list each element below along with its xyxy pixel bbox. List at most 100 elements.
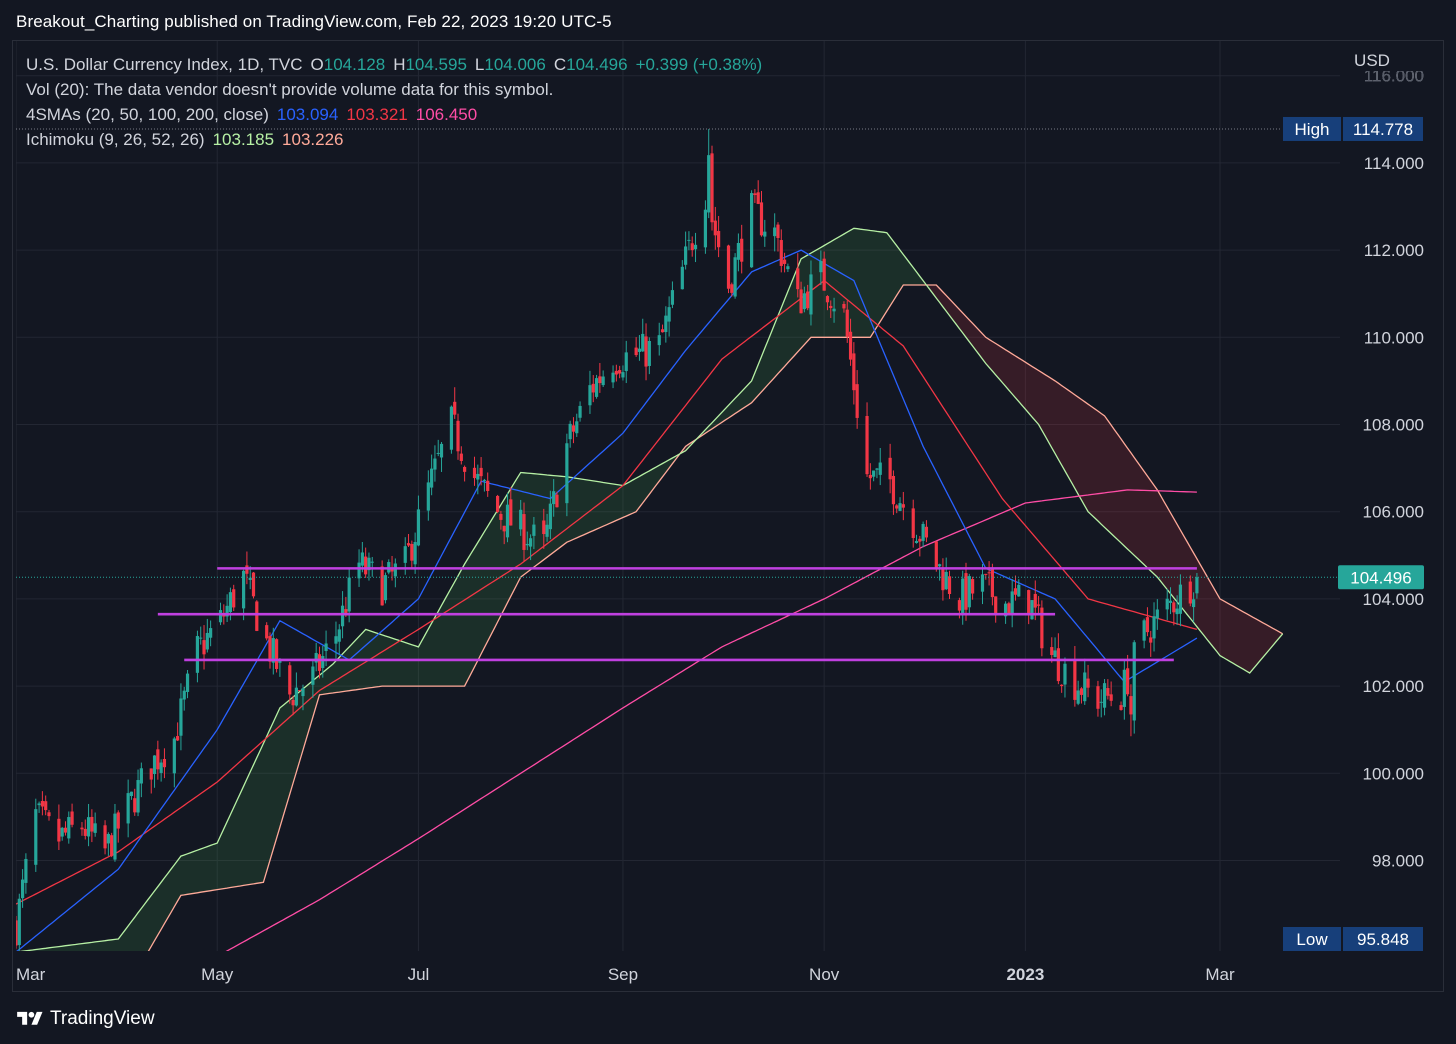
low-price-badge: Low 95.848 [1283,927,1423,951]
candle [496,494,500,514]
candle-body [542,520,546,535]
tradingview-footer[interactable]: TradingView [16,1008,155,1030]
candle-body [667,307,671,322]
candle-body [967,576,971,608]
candle [947,570,952,599]
sma-label: 4SMAs (20, 50, 100, 200, close) [26,105,269,124]
candle-body [1122,669,1126,707]
candle-body [865,416,869,475]
candle-body [17,898,21,946]
candle-body [199,637,203,639]
candle [232,584,236,612]
footer-brand: TradingView [50,1008,155,1029]
candle-body [505,504,510,538]
candle [842,301,846,313]
x-tick-label: Nov [809,965,840,984]
candle [47,809,51,821]
candle-body [1096,686,1100,709]
candle-body [898,503,902,511]
candle [532,516,536,550]
candle [1079,687,1084,704]
candle-body [149,768,153,780]
candle-body [1083,672,1087,702]
candle-body [710,153,714,223]
candle-body [271,638,275,663]
candle [1050,637,1054,663]
candle-body [225,605,229,617]
candle-body [806,291,810,309]
candle-body [779,240,783,266]
candle-body [637,348,642,352]
candle [314,642,318,672]
candle [994,596,998,623]
candle [1195,572,1199,599]
sma200-value: 106.450 [415,105,478,124]
candle-body [294,687,298,706]
candle [1175,595,1179,625]
candle [1172,600,1176,626]
candle [552,479,556,517]
candle [116,810,120,843]
candle [868,463,872,490]
candle-body [37,803,41,806]
candle [110,832,114,858]
candle [614,364,618,382]
x-tick-label: May [201,965,234,984]
candle [736,233,740,272]
candle [555,491,559,508]
candle [205,618,209,653]
y-tick-label: 100.000 [1363,764,1424,783]
candle [647,337,651,375]
candle-body [182,690,186,700]
candle [172,736,176,788]
legend-sma-row[interactable]: 4SMAs (20, 50, 100, 200, close) 103.094 10… [26,102,762,127]
last-price-bg [1338,565,1424,590]
legend-ichimoku-row[interactable]: Ichimoku (9, 26, 52, 26) 103.185 103.226 [26,127,762,152]
candle-body [40,800,44,807]
candle [726,244,731,294]
candle-body [1063,663,1067,685]
candle-body [644,336,648,367]
candle-body [670,290,675,305]
low-badge-label-bg [1283,927,1341,951]
candle [1017,579,1021,597]
candle-body [802,293,806,310]
candle-body [367,557,371,571]
candle-body [532,524,536,536]
candle [406,533,411,548]
legend-symbol[interactable]: U.S. Dollar Currency Index, 1D, TVC [26,55,303,74]
candle-body [990,569,994,598]
candle [914,534,919,544]
candle [591,375,595,403]
candle-body [971,579,975,594]
candle-body [934,541,938,569]
candle [502,525,506,545]
candle-body [1188,581,1192,604]
candle-body [248,577,252,580]
candle [472,456,477,486]
candle-body [684,246,688,265]
candle-body [176,736,180,741]
candle [199,626,203,645]
candle-body [83,828,87,836]
candle-body [832,308,836,312]
candle-body [598,376,602,384]
y-tick-label: 104.000 [1363,590,1424,609]
candle [664,306,668,343]
candle-body [476,473,480,480]
x-tick-label: 2023 [1006,965,1044,984]
legend-volume-note[interactable]: Vol (20): The data vendor doesn't provid… [26,80,554,99]
candle-body [1007,603,1011,615]
candle [60,826,64,841]
candle [1086,664,1090,698]
candle-body [499,513,503,520]
candle-body [1056,648,1060,682]
candle-body [1152,616,1156,639]
candle [416,495,421,547]
candle-body [106,833,110,844]
candle [113,803,117,862]
candle-body [921,523,925,541]
candle-body [852,353,856,391]
candle-body [845,309,849,337]
